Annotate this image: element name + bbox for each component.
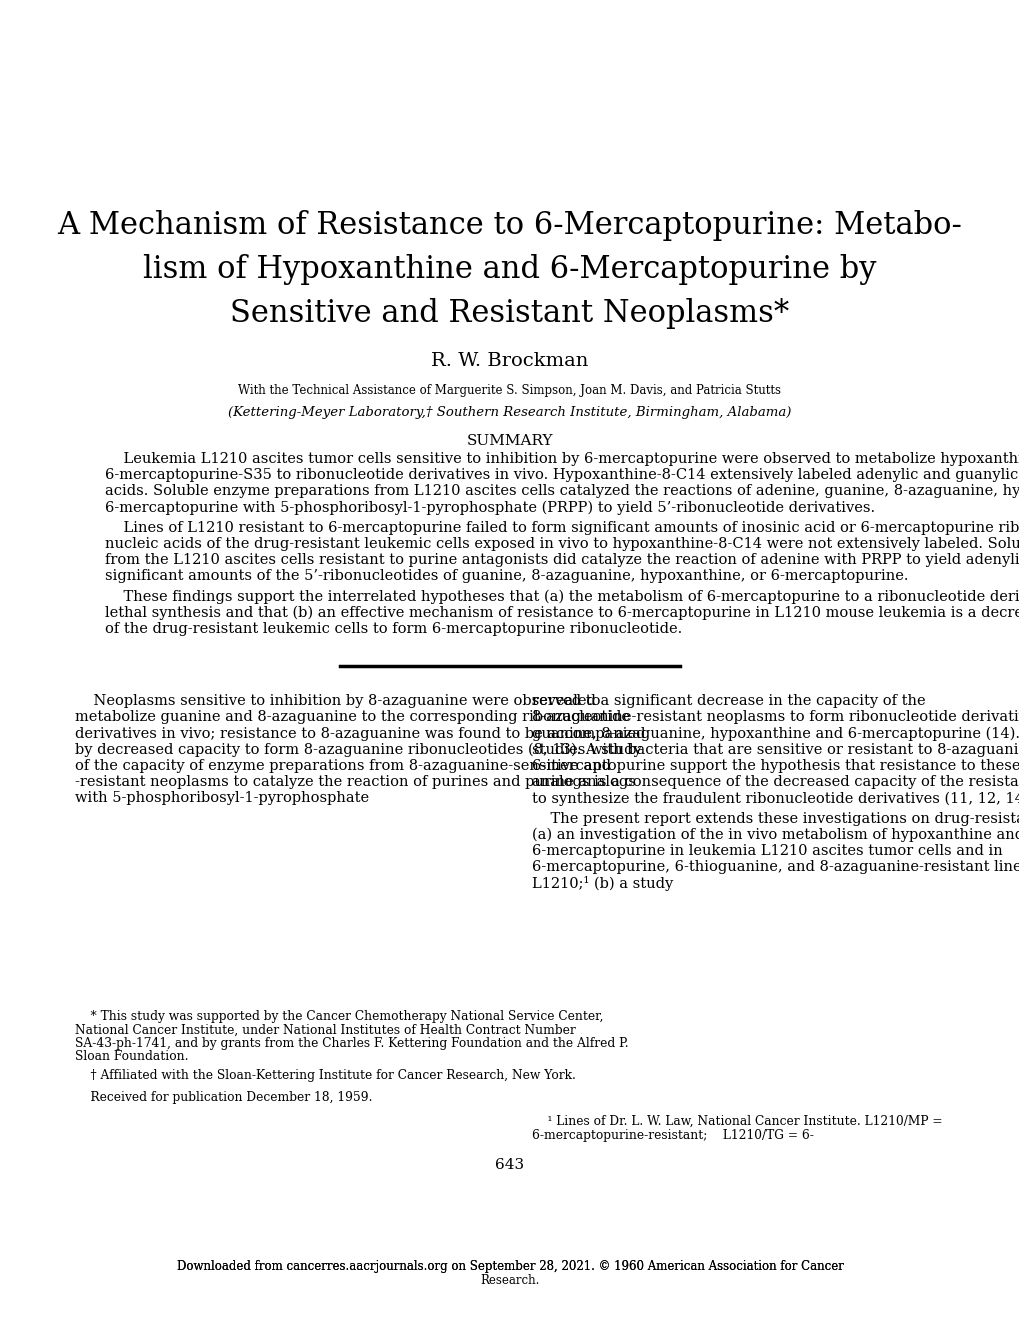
Text: Sloan Foundation.: Sloan Foundation. [75,1051,189,1064]
Text: Received for publication December 18, 1959.: Received for publication December 18, 19… [75,1090,372,1104]
Text: acids. Soluble enzyme preparations from L1210 ascites cells catalyzed the reacti: acids. Soluble enzyme preparations from … [105,484,1019,499]
Text: 6-mercaptopurine-resistant;    L1210/TG = 6-: 6-mercaptopurine-resistant; L1210/TG = 6… [532,1129,813,1142]
Text: -resistant neoplasms to catalyze the reaction of purines and purine analogs: -resistant neoplasms to catalyze the rea… [75,775,635,789]
Text: (Kettering-Meyer Laboratory,† Southern Research Institute, Birmingham, Alabama): (Kettering-Meyer Laboratory,† Southern R… [228,407,791,418]
Text: 6-mercaptopurine in leukemia L1210 ascites tumor cells and in: 6-mercaptopurine in leukemia L1210 ascit… [532,843,1002,858]
Text: Downloaded from cancerres.aacrjournals.org on September 28, 2021. © 1960 America: Downloaded from cancerres.aacrjournals.o… [176,1261,843,1272]
Text: Lines of L1210 resistant to 6-mercaptopurine failed to form significant amounts : Lines of L1210 resistant to 6-mercaptopu… [105,521,1019,535]
Text: 6-mercaptopurine, 6-thioguanine, and 8-azaguanine-resistant lines of: 6-mercaptopurine, 6-thioguanine, and 8-a… [532,861,1019,874]
Text: guanine, 8-azaguanine, hypoxanthine and 6-mercaptopurine (14). Results of: guanine, 8-azaguanine, hypoxanthine and … [532,726,1019,741]
Text: Downloaded from cancerres.aacrjournals.org on September 28, 2021. © 1960 America: Downloaded from cancerres.aacrjournals.o… [176,1261,843,1272]
Text: † Affiliated with the Sloan-Kettering Institute for Cancer Research, New York.: † Affiliated with the Sloan-Kettering In… [75,1069,576,1082]
Text: by decreased capacity to form 8-azaguanine ribonucleotides (8, 13). A study: by decreased capacity to form 8-azaguani… [75,743,641,758]
Text: The present report extends these investigations on drug-resistance to: The present report extends these investi… [532,812,1019,825]
Text: from the L1210 ascites cells resistant to purine antagonists did catalyze the re: from the L1210 ascites cells resistant t… [105,553,1019,568]
Text: A Mechanism of Resistance to 6-Mercaptopurine: Metabo-: A Mechanism of Resistance to 6-Mercaptop… [57,210,962,242]
Text: SUMMARY: SUMMARY [467,434,552,447]
Text: studies with bacteria that are sensitive or resistant to 8-azaguanine and: studies with bacteria that are sensitive… [532,743,1019,756]
Text: With the Technical Assistance of Marguerite S. Simpson, Joan M. Davis, and Patri: With the Technical Assistance of Marguer… [238,384,781,397]
Text: lethal synthesis and that (b) an effective mechanism of resistance to 6-mercapto: lethal synthesis and that (b) an effecti… [105,606,1019,620]
Text: derivatives in vivo; resistance to 8-azaguanine was found to be accompanied: derivatives in vivo; resistance to 8-aza… [75,726,645,741]
Text: SA-43-ph-1741, and by grants from the Charles F. Kettering Foundation and the Al: SA-43-ph-1741, and by grants from the Ch… [75,1038,628,1049]
Text: Research.: Research. [480,1274,539,1287]
Text: R. W. Brockman: R. W. Brockman [431,352,588,370]
Text: significant amounts of the 5’-ribonucleotides of guanine, 8-azaguanine, hypoxant: significant amounts of the 5’-ribonucleo… [105,569,908,583]
Text: Leukemia L1210 ascites tumor cells sensitive to inhibition by 6-mercaptopurine w: Leukemia L1210 ascites tumor cells sensi… [105,451,1019,466]
Text: analogs is a consequence of the decreased capacity of the resistant cells: analogs is a consequence of the decrease… [532,775,1019,789]
Text: Sensitive and Resistant Neoplasms*: Sensitive and Resistant Neoplasms* [230,298,789,329]
Text: * This study was supported by the Cancer Chemotherapy National Service Center,: * This study was supported by the Cancer… [75,1010,603,1023]
Text: revealed a significant decrease in the capacity of the: revealed a significant decrease in the c… [532,694,924,709]
Text: nucleic acids of the drug-resistant leukemic cells exposed in vivo to hypoxanthi: nucleic acids of the drug-resistant leuk… [105,537,1019,550]
Text: of the drug-resistant leukemic cells to form 6-mercaptopurine ribonucleotide.: of the drug-resistant leukemic cells to … [105,622,682,636]
Text: 643: 643 [495,1158,524,1172]
Text: These findings support the interrelated hypotheses that (a) the metabolism of 6-: These findings support the interrelated … [105,590,1019,605]
Text: lism of Hypoxanthine and 6-Mercaptopurine by: lism of Hypoxanthine and 6-Mercaptopurin… [143,253,876,285]
Text: 8-azaguanine-resistant neoplasms to form ribonucleotide derivatives of: 8-azaguanine-resistant neoplasms to form… [532,710,1019,725]
Text: Neoplasms sensitive to inhibition by 8-azaguanine were observed to: Neoplasms sensitive to inhibition by 8-a… [75,694,600,709]
Text: (a) an investigation of the in vivo metabolism of hypoxanthine and: (a) an investigation of the in vivo meta… [532,828,1019,842]
Text: 6-mercaptopurine with 5-phosphoribosyl-1-pyrophosphate (PRPP) to yield 5’-ribonu: 6-mercaptopurine with 5-phosphoribosyl-1… [105,500,874,515]
Text: ¹ Lines of Dr. L. W. Law, National Cancer Institute. L1210/MP =: ¹ Lines of Dr. L. W. Law, National Cance… [532,1115,942,1129]
Text: of the capacity of enzyme preparations from 8-azaguanine-sensitive and: of the capacity of enzyme preparations f… [75,759,610,774]
Text: 6-mercaptopurine support the hypothesis that resistance to these purine: 6-mercaptopurine support the hypothesis … [532,759,1019,774]
Text: National Cancer Institute, under National Institutes of Health Contract Number: National Cancer Institute, under Nationa… [75,1023,575,1036]
Text: metabolize guanine and 8-azaguanine to the corresponding ribonucleotide: metabolize guanine and 8-azaguanine to t… [75,710,630,725]
Text: to synthesize the fraudulent ribonucleotide derivatives (11, 12, 14).: to synthesize the fraudulent ribonucleot… [532,792,1019,805]
Text: L1210;¹ (b) a study: L1210;¹ (b) a study [532,876,673,891]
Text: with 5-phosphoribosyl-1-pyrophosphate: with 5-phosphoribosyl-1-pyrophosphate [75,792,369,805]
Text: 6-mercaptopurine-S35 to ribonucleotide derivatives in vivo. Hypoxanthine-8-C14 e: 6-mercaptopurine-S35 to ribonucleotide d… [105,469,1019,482]
